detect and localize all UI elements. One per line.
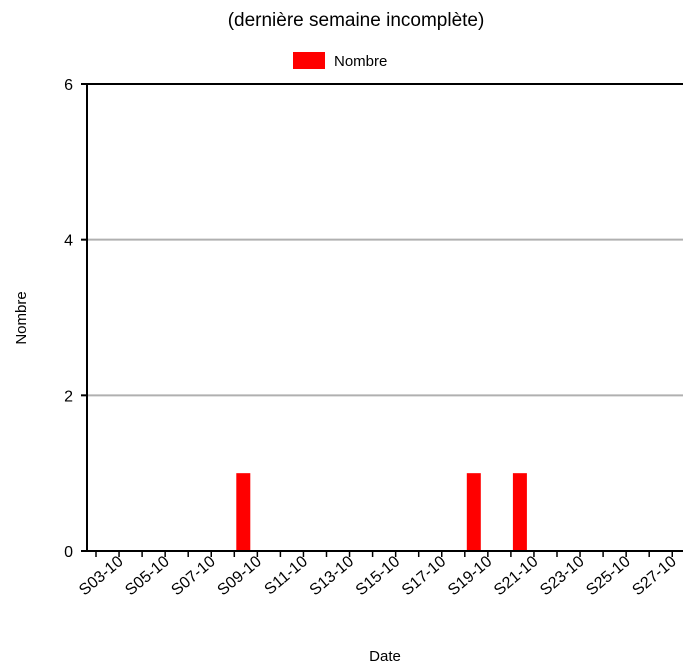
- y-ticks: 0 2 4 6: [64, 77, 87, 561]
- bars: [236, 473, 527, 551]
- bar: [236, 473, 251, 551]
- x-ticks: S03-10S05-10S07-10S09-10S11-10S13-10S15-…: [76, 551, 680, 599]
- x-tick-label: S25-10: [583, 553, 634, 599]
- bar: [512, 473, 527, 551]
- axes: [86, 83, 683, 552]
- x-tick-label: S05-10: [122, 553, 173, 599]
- x-tick-label: S03-10: [76, 553, 127, 599]
- y-tick-label: 4: [64, 233, 73, 250]
- x-axis-label: Date: [369, 648, 401, 665]
- x-tick-label: S11-10: [261, 553, 311, 598]
- y-tick-label: 6: [64, 77, 73, 94]
- chart-subtitle: (dernière semaine incomplète): [228, 10, 485, 31]
- x-tick-label: S09-10: [214, 553, 265, 599]
- x-tick-label: S07-10: [168, 553, 219, 599]
- legend-label: Nombre: [334, 53, 387, 70]
- x-tick-label: S15-10: [353, 553, 404, 599]
- x-tick-label: S27-10: [629, 553, 680, 599]
- x-tick-label: S17-10: [399, 553, 450, 599]
- y-axis-label: Nombre: [13, 291, 30, 344]
- legend: Nombre: [293, 52, 387, 70]
- bar: [466, 473, 481, 551]
- y-tick-label: 2: [64, 388, 73, 405]
- x-tick-label: S21-10: [491, 553, 542, 599]
- x-tick-label: S13-10: [307, 553, 358, 599]
- x-tick-label: S19-10: [445, 553, 496, 599]
- gridlines: [87, 238, 683, 397]
- legend-swatch: [293, 52, 325, 69]
- y-tick-label: 0: [64, 544, 73, 561]
- x-tick-label: S23-10: [537, 553, 588, 599]
